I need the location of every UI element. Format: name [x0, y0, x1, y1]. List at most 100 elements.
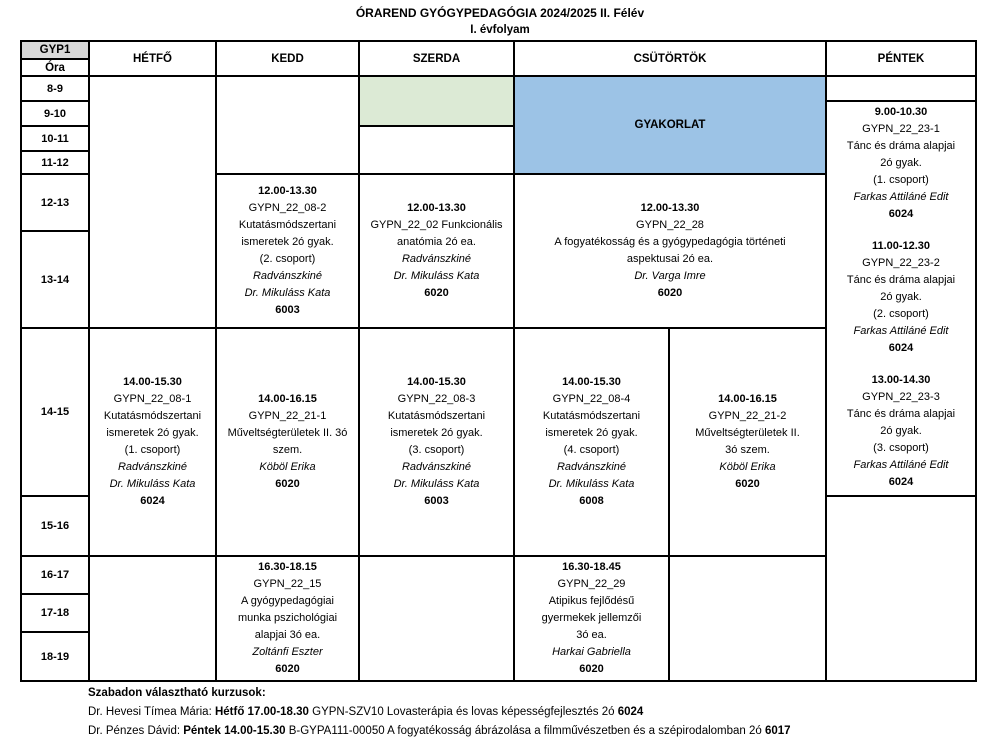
footer-segment: Dr. Hevesi Tímea Mária:	[88, 706, 215, 718]
course-cell-friday-1100: 11.00-12.30 GYPN_22_23-2 Tánc és dráma ala…	[828, 238, 974, 357]
course-line: gyermekek jellemzői	[541, 612, 642, 624]
course-line: munka pszichológiai	[237, 612, 338, 624]
course-cell-thursday-1400-group4: 14.00-15.30 GYPN_22_08-4 Kutatásmódszertan…	[515, 329, 670, 557]
course-line: Dr. Varga Imre	[634, 270, 706, 282]
time-row-10-11: 10-11	[22, 127, 90, 152]
course-cell-thursday-1200: 12.00-13.30 GYPN_22_28 A fogyatékosság és …	[515, 175, 827, 329]
course-line: (1. csoport)	[873, 174, 929, 186]
course-line: ismeretek 2ó gyak.	[545, 427, 638, 439]
course-line: Zoltánfi Eszter	[252, 646, 323, 658]
course-line: Köböl Erika	[719, 461, 776, 473]
course-line: 16.30-18.45	[562, 561, 621, 573]
time-row-14-15: 14-15	[22, 329, 90, 497]
course-line: 6024	[888, 476, 914, 488]
course-line: (2. csoport)	[873, 308, 929, 320]
course-line: Radvánszkiné	[252, 270, 323, 282]
course-line: Farkas Attiláné Edit	[853, 459, 949, 471]
time-row-13-14: 13-14	[22, 232, 90, 329]
course-line: Dr. Mikuláss Kata	[393, 270, 480, 282]
course-cell-thursday-1630: 16.30-18.45 GYPN_22_29 Atipikus fejlődésű g…	[515, 557, 670, 682]
free-slot-green-cell	[360, 77, 515, 127]
course-line: 14.00-15.30	[562, 376, 621, 388]
course-line: anatómia 2ó ea.	[397, 236, 476, 248]
course-cell-wednesday-1200: 12.00-13.30 GYPN_22_02 Funkcionális anatóm…	[360, 175, 515, 329]
course-line: GYPN_22_08-3	[397, 393, 476, 405]
course-line: 6020	[579, 663, 604, 675]
course-line: (2. csoport)	[259, 253, 316, 265]
course-line: Tánc és dráma alapjai	[846, 408, 956, 420]
course-line: 6024	[888, 208, 914, 220]
course-line: 6020	[275, 663, 300, 675]
course-cell-monday-1400: 14.00-15.30 GYPN_22_08-1 Kutatásmódszertan…	[90, 329, 217, 557]
time-row-12-13: 12-13	[22, 175, 90, 232]
course-line: GYPN_22_15	[253, 578, 322, 590]
course-line: Farkas Attiláné Edit	[853, 325, 949, 337]
course-line: 14.00-16.15	[258, 393, 317, 405]
course-line: (3. csoport)	[408, 444, 465, 456]
footer-segment: Péntek 14.00-15.30	[183, 725, 286, 737]
course-line: Radvánszkiné	[117, 461, 188, 473]
course-line: 6003	[275, 304, 300, 316]
course-cell-tuesday-1200: 12.00-13.30 GYPN_22_08-2 Kutatásmódszertan…	[217, 175, 360, 329]
course-line: 2ó gyak.	[880, 425, 922, 437]
day-header-thursday: CSÜTÖRTÖK	[515, 42, 827, 77]
time-row-16-17: 16-17	[22, 557, 90, 595]
footer-segment: Dr. Pénzes Dávid:	[88, 725, 184, 737]
course-line: Radvánszkiné	[401, 461, 472, 473]
course-line: Radvánszkiné	[401, 253, 472, 265]
timetable-grid: GYP1 Óra HÉTFŐ KEDD SZERDA CSÜTÖRTÖK PÉN…	[20, 40, 977, 682]
course-line: 6008	[579, 495, 604, 507]
course-line: 3ó ea.	[576, 629, 607, 641]
footer-segment: 6017	[764, 725, 791, 737]
course-line: 12.00-13.30	[640, 202, 700, 214]
course-line: Dr. Mikuláss Kata	[393, 478, 480, 490]
course-line: (3. csoport)	[873, 442, 929, 454]
course-cell-wednesday-1400: 14.00-15.30 GYPN_22_08-3 Kutatásmódszertan…	[360, 329, 515, 557]
empty-cell-thursday-evening	[670, 557, 827, 682]
course-line: GYPN_22_02 Funkcionális	[370, 219, 503, 231]
course-line: alapjai 3ó ea.	[254, 629, 321, 641]
course-line: 9.00-10.30	[874, 106, 928, 118]
course-line: 2ó gyak.	[880, 157, 922, 169]
time-row-18-19: 18-19	[22, 633, 90, 682]
time-row-17-18: 17-18	[22, 595, 90, 633]
course-line: szem.	[272, 444, 303, 456]
course-line: Tánc és dráma alapjai	[846, 274, 956, 286]
time-row-9-10: 9-10	[22, 102, 90, 127]
course-line: 12.00-13.30	[258, 185, 317, 197]
footer-segment: Hétfő 17.00-18.30	[214, 706, 309, 718]
hour-header-cell: Óra	[22, 60, 90, 77]
course-cell-friday-0900: 9.00-10.30 GYPN_22_23-1 Tánc és dráma alap…	[828, 104, 974, 223]
course-line: A gyógypedagógiai	[241, 595, 334, 607]
page-title: ÓRAREND GYÓGYPEDAGÓGIA 2024/2025 II. Fél…	[355, 6, 645, 20]
course-line: Farkas Attiláné Edit	[853, 191, 949, 203]
course-line: Tánc és dráma alapjai	[846, 140, 956, 152]
course-line: GYPN_22_08-1	[113, 393, 192, 405]
course-line: 6020	[275, 478, 300, 490]
course-line: Műveltségterületek II.	[695, 427, 800, 439]
course-line: A fogyatékosság és a gyógypedagógia tört…	[554, 236, 786, 248]
course-line: Radvánszkiné	[556, 461, 627, 473]
footer-segment: B-GYPA111-00050 A fogyatékosság ábrázolá…	[285, 725, 765, 737]
course-line: Kutatásmódszertani	[387, 410, 486, 422]
empty-cell-friday-evening	[827, 497, 977, 682]
course-line: 6024	[140, 495, 165, 507]
course-line: 14.00-15.30	[123, 376, 182, 388]
course-line: (4. csoport)	[563, 444, 620, 456]
day-header-wednesday: SZERDA	[360, 42, 515, 77]
course-line: GYPN_22_29	[557, 578, 626, 590]
course-line: 6003	[424, 495, 449, 507]
course-line: Műveltségterületek II. 3ó	[227, 427, 348, 439]
gyakorlat-cell: GYAKORLAT	[515, 77, 827, 175]
course-line: GYPN_22_23-3	[862, 391, 940, 403]
course-line: Kutatásmódszertani	[238, 219, 337, 231]
empty-cell-wednesday-morning	[360, 127, 515, 175]
footer-elective-line: Dr. Hevesi Tímea Mária: Hétfő 17.00-18.3…	[88, 703, 791, 722]
course-line: Kutatásmódszertani	[542, 410, 641, 422]
course-cell-tuesday-1630: 16.30-18.15 GYPN_22_15 A gyógypedagógiai mu…	[217, 557, 360, 682]
course-line: 13.00-14.30	[871, 374, 931, 386]
empty-cell-wednesday-evening	[360, 557, 515, 682]
course-line: GYPN_22_23-1	[862, 123, 940, 135]
course-line: Harkai Gabriella	[552, 646, 631, 658]
